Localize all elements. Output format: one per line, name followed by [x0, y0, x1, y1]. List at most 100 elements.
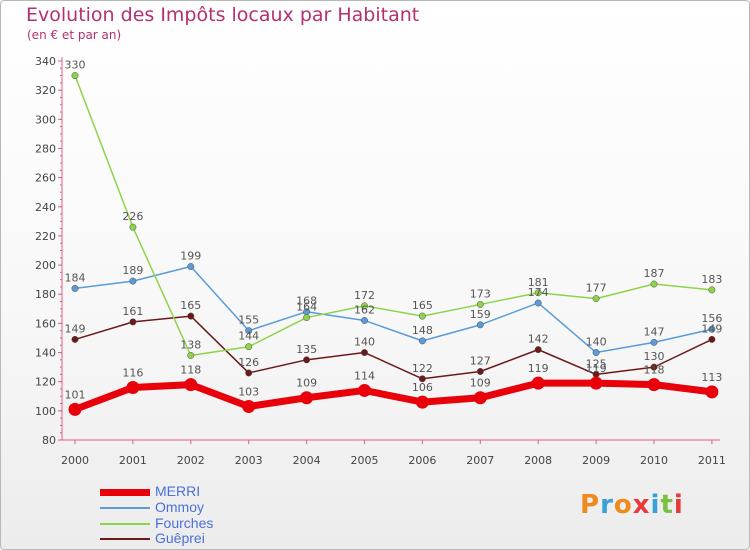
- x-tick-label: 2004: [293, 454, 321, 467]
- data-point-fourches: [534, 289, 542, 297]
- data-label-fourches: 164: [296, 301, 317, 314]
- y-tick-label: 200: [35, 259, 56, 272]
- data-point-merri: [473, 391, 487, 405]
- data-point-gueprei: [708, 335, 716, 343]
- data-point-ommoy: [245, 327, 253, 335]
- x-tick-label: 2006: [408, 454, 436, 467]
- y-tick-label: 300: [35, 113, 56, 126]
- data-point-fourches: [71, 72, 79, 80]
- data-label-fourches: 187: [644, 267, 665, 280]
- data-label-fourches: 226: [122, 210, 143, 223]
- chart-series: [68, 72, 719, 416]
- legend-label-fourches: Fourches: [155, 515, 214, 531]
- proxiti-logo: Proxiti: [580, 490, 684, 520]
- x-tick-label: 2005: [351, 454, 379, 467]
- data-point-ommoy: [650, 338, 658, 346]
- data-label-ommoy: 168: [296, 295, 317, 308]
- data-label-ommoy: 156: [701, 312, 722, 325]
- x-tick-label: 2003: [235, 454, 263, 467]
- data-label-merri: 118: [644, 364, 665, 377]
- x-tick-label: 2008: [524, 454, 552, 467]
- data-point-gueprei: [534, 346, 542, 354]
- data-label-merri: 106: [412, 381, 433, 394]
- data-point-gueprei: [303, 356, 311, 364]
- data-point-ommoy: [129, 277, 137, 285]
- data-point-merri: [705, 385, 719, 399]
- data-label-gueprei: 135: [296, 343, 317, 356]
- chart-data-labels: 101 116 118 103 109 114 106 109 119 119 118 113 184 1…: [65, 59, 723, 402]
- logo-letter: P: [580, 490, 601, 520]
- legend-swatch-ommoy: [100, 507, 150, 509]
- data-label-ommoy: 189: [122, 264, 143, 277]
- y-tick-label: 220: [35, 230, 56, 243]
- data-point-ommoy: [418, 337, 426, 345]
- data-label-ommoy: 159: [470, 308, 491, 321]
- data-label-gueprei: 149: [701, 322, 722, 335]
- data-label-fourches: 330: [65, 59, 86, 72]
- data-point-ommoy: [534, 299, 542, 307]
- data-label-merri: 114: [354, 369, 375, 382]
- data-point-merri: [300, 391, 314, 405]
- data-label-gueprei: 127: [470, 354, 491, 367]
- data-point-merri: [184, 378, 198, 392]
- data-point-fourches: [418, 312, 426, 320]
- data-point-fourches: [592, 295, 600, 303]
- y-tick-label: 80: [42, 434, 56, 447]
- y-tick-label: 280: [35, 142, 56, 155]
- series-line-ommoy: [74, 265, 713, 354]
- y-tick-label: 340: [35, 55, 56, 68]
- data-label-fourches: 183: [701, 273, 722, 286]
- data-point-merri: [589, 376, 603, 390]
- data-label-ommoy: 184: [65, 271, 86, 284]
- x-tick-label: 2000: [61, 454, 89, 467]
- data-label-merri: 119: [528, 362, 549, 375]
- data-label-fourches: 172: [354, 289, 375, 302]
- data-point-ommoy: [71, 284, 79, 292]
- data-point-gueprei: [361, 349, 368, 356]
- x-tick-label: 2009: [582, 454, 610, 467]
- data-point-fourches: [303, 314, 311, 322]
- legend-swatch-guesprei: [100, 538, 150, 540]
- data-label-fourches: 138: [180, 338, 201, 351]
- logo-letter: i: [650, 490, 661, 520]
- data-point-gueprei: [245, 369, 253, 377]
- data-point-ommoy: [187, 263, 195, 270]
- data-label-ommoy: 162: [354, 303, 375, 316]
- y-tick-label: 240: [35, 201, 56, 214]
- data-label-gueprei: 122: [412, 362, 433, 375]
- legend-label-ommoy: Ommoy: [155, 499, 204, 515]
- data-label-fourches: 181: [528, 276, 549, 289]
- data-label-ommoy: 147: [644, 325, 665, 338]
- data-label-merri: 109: [296, 377, 317, 390]
- x-tick-label: 2001: [119, 454, 147, 467]
- data-point-gueprei: [650, 363, 658, 371]
- series-line-gueprei: [74, 315, 713, 380]
- data-point-ommoy: [592, 349, 600, 356]
- data-label-gueprei: 142: [528, 333, 549, 346]
- x-tick-label: 2007: [466, 454, 494, 467]
- data-point-fourches: [129, 223, 137, 231]
- data-point-fourches: [187, 352, 195, 359]
- logo-letter: x: [632, 490, 651, 520]
- data-label-gueprei: 126: [238, 356, 259, 369]
- data-point-merri: [126, 381, 140, 395]
- y-tick-label: 320: [35, 84, 56, 97]
- logo-letter: i: [673, 490, 684, 520]
- data-point-ommoy: [476, 321, 484, 329]
- data-point-gueprei: [71, 335, 79, 343]
- data-label-merri: 118: [180, 364, 201, 377]
- y-tick-label: 100: [35, 405, 56, 418]
- y-tick-label: 180: [35, 288, 56, 301]
- data-point-gueprei: [418, 375, 426, 383]
- data-point-ommoy: [361, 317, 368, 324]
- data-label-fourches: 173: [470, 287, 491, 300]
- data-point-merri: [242, 399, 256, 413]
- data-point-fourches: [245, 343, 253, 351]
- legend-swatch-fourches: [100, 523, 150, 525]
- data-label-gueprei: 140: [354, 336, 375, 349]
- x-tick-label: 2010: [640, 454, 668, 467]
- data-label-gueprei: 161: [122, 305, 143, 318]
- logo-letter: t: [660, 490, 674, 520]
